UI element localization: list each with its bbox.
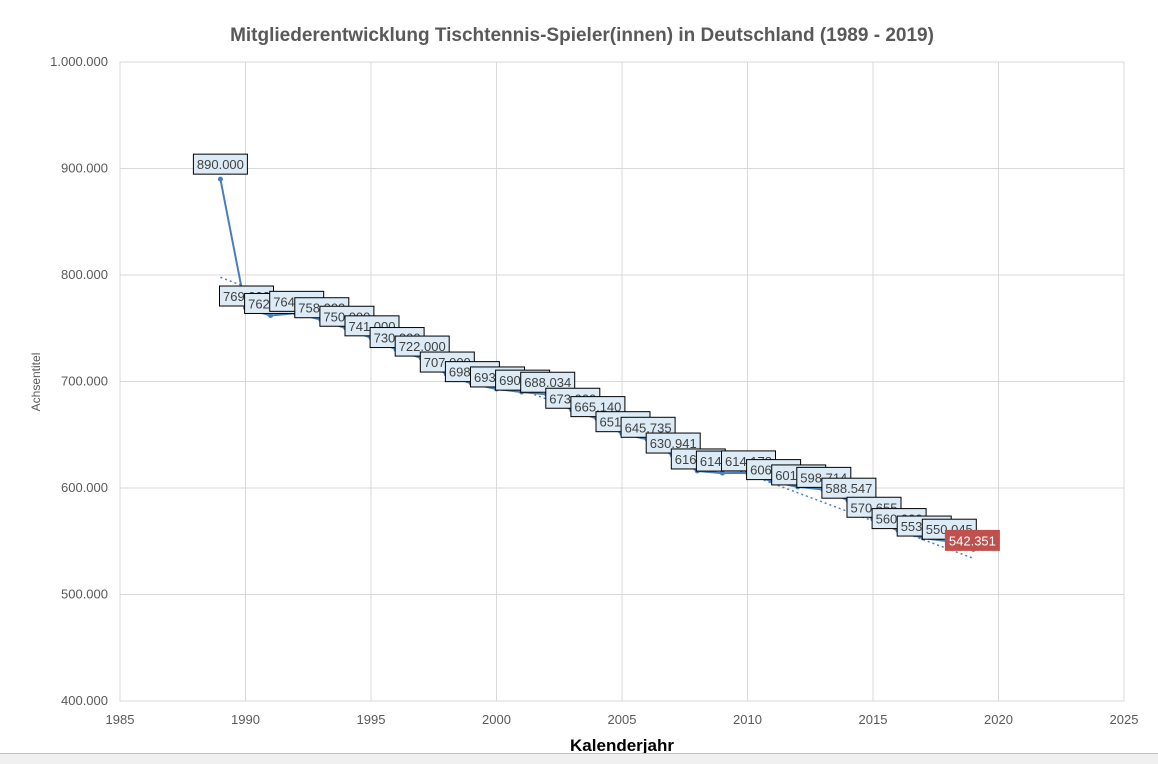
data-label-text: 588.547	[825, 481, 872, 496]
x-axis-title: Kalenderjahr	[570, 736, 674, 755]
y-tick-label: 500.000	[61, 587, 108, 602]
x-tick-label: 2015	[859, 712, 888, 727]
data-label: 542.351	[944, 529, 1000, 551]
y-axis-title: Achsentitel	[29, 353, 43, 412]
data-label-text: 665.140	[574, 400, 621, 415]
data-label-text: 890.000	[197, 157, 244, 172]
data-point	[268, 312, 274, 318]
data-label: 588.547	[821, 477, 877, 499]
data-label: 688.034	[520, 371, 576, 393]
data-label-text: 645.735	[625, 420, 672, 435]
data-label: 890.000	[192, 153, 248, 175]
grid-layer	[119, 61, 1125, 702]
x-tick-label: 2010	[733, 712, 762, 727]
y-tick-label: 800.000	[61, 267, 108, 282]
sheet-scrollbar[interactable]	[0, 753, 1158, 764]
data-label-text: 722.000	[399, 339, 446, 354]
y-tick-label: 900.000	[61, 161, 108, 176]
data-label-box	[944, 529, 1000, 551]
y-tick-label: 400.000	[61, 693, 108, 708]
data-point	[217, 176, 223, 182]
x-tick-label: 1995	[357, 712, 386, 727]
y-tick-label: 600.000	[61, 480, 108, 495]
data-label-text: 688.034	[524, 375, 571, 390]
axis-ticks: 400.000 500.000 600.000 700.000 800.000 900.0…	[50, 54, 1138, 727]
x-tick-label: 2025	[1110, 712, 1139, 727]
data-label-box	[192, 153, 248, 175]
data-label: 630.941	[645, 432, 701, 454]
data-label-text: 542.351	[949, 533, 996, 548]
x-tick-label: 2000	[482, 712, 511, 727]
x-tick-label: 1985	[106, 712, 135, 727]
x-tick-label: 2020	[984, 712, 1013, 727]
x-tick-label: 2005	[608, 712, 637, 727]
data-point	[719, 470, 725, 476]
y-tick-label: 700.000	[61, 374, 108, 389]
data-label-text: 630.941	[650, 436, 697, 451]
x-tick-label: 1990	[231, 712, 260, 727]
chart-title: Mitgliederentwicklung Tischtennis-Spiele…	[230, 25, 934, 46]
y-tick-label: 1.000.000	[50, 54, 108, 69]
data-label: 645.735	[620, 416, 676, 438]
data-labels: 890.000769.000762.000764.000758.000750.0…	[192, 153, 1000, 551]
